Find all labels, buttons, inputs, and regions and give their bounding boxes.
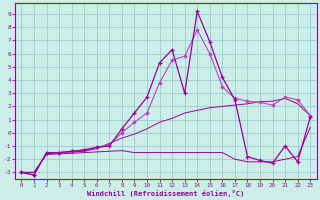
X-axis label: Windchill (Refroidissement éolien,°C): Windchill (Refroidissement éolien,°C) bbox=[87, 190, 244, 197]
